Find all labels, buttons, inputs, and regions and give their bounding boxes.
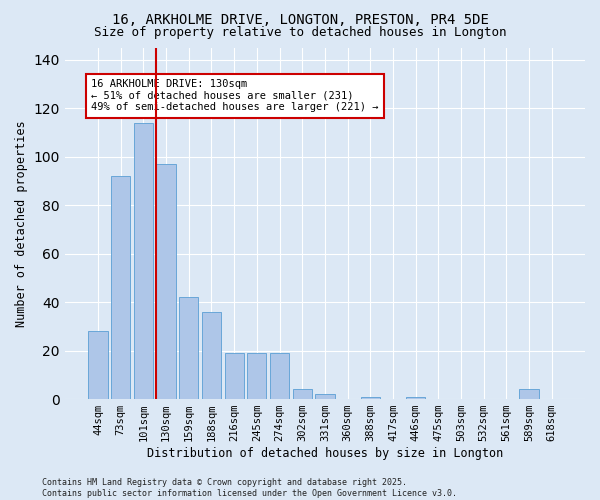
Bar [88, 331, 108, 399]
Bar [202, 312, 221, 399]
Bar [520, 390, 539, 399]
Bar [111, 176, 130, 399]
Text: Contains HM Land Registry data © Crown copyright and database right 2025.
Contai: Contains HM Land Registry data © Crown c… [42, 478, 457, 498]
Bar [224, 353, 244, 399]
Bar [157, 164, 176, 399]
Bar [406, 396, 425, 399]
Bar [361, 396, 380, 399]
Bar [270, 353, 289, 399]
Bar [134, 122, 153, 399]
Text: 16 ARKHOLME DRIVE: 130sqm
← 51% of detached houses are smaller (231)
49% of semi: 16 ARKHOLME DRIVE: 130sqm ← 51% of detac… [91, 79, 379, 112]
Y-axis label: Number of detached properties: Number of detached properties [15, 120, 28, 326]
Bar [179, 297, 199, 399]
X-axis label: Distribution of detached houses by size in Longton: Distribution of detached houses by size … [147, 447, 503, 460]
Text: Size of property relative to detached houses in Longton: Size of property relative to detached ho… [94, 26, 506, 39]
Bar [247, 353, 266, 399]
Text: 16, ARKHOLME DRIVE, LONGTON, PRESTON, PR4 5DE: 16, ARKHOLME DRIVE, LONGTON, PRESTON, PR… [112, 12, 488, 26]
Bar [315, 394, 335, 399]
Bar [293, 390, 312, 399]
